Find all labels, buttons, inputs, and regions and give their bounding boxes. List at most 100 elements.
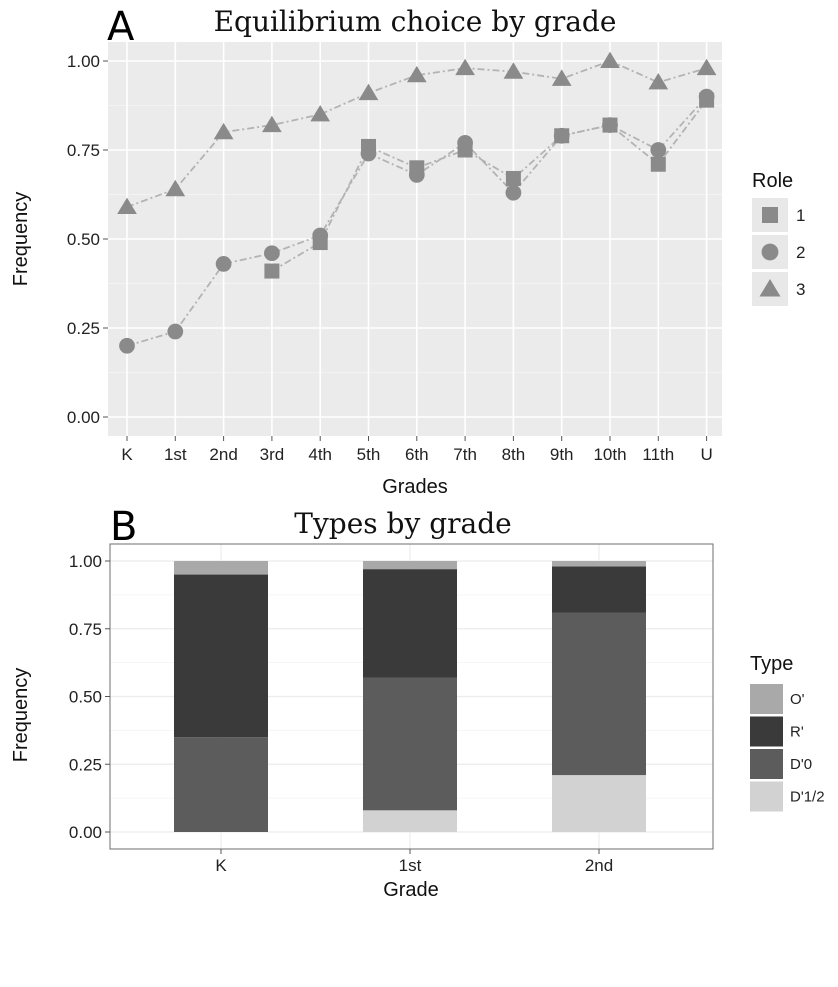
panel-a-series-3-point bbox=[310, 105, 331, 122]
panel-a-series-3-point bbox=[696, 58, 717, 76]
panel-a-series-1-point bbox=[650, 156, 666, 172]
panel-b-x-axis-title: Grade bbox=[383, 879, 439, 901]
panel-a-x-tick-label: 3rd bbox=[260, 445, 285, 464]
panel-a-title: Equilibrium choice by grade bbox=[214, 5, 617, 38]
panel-a-legend-label: 1 bbox=[796, 206, 805, 225]
panel-a-y-tick-label: 0.25 bbox=[67, 319, 100, 338]
panel-b-legend-swatch bbox=[750, 716, 783, 747]
panel-a-y-axis-title: Frequency bbox=[10, 192, 32, 287]
panel-a-series-3-point bbox=[213, 122, 234, 140]
panel-a-series-3-point bbox=[551, 69, 572, 86]
panel-b-y-tick-label: 0.00 bbox=[69, 823, 102, 842]
panel-b-legend-label: D'0 bbox=[790, 756, 812, 773]
panel-a-x-tick-label: 5th bbox=[357, 445, 381, 464]
panel-a-x-tick-label: 11th bbox=[642, 445, 674, 464]
panel-b-x-tick-label: 2nd bbox=[585, 856, 613, 875]
panel-a-series-3-point bbox=[117, 197, 137, 214]
panel-b-x-ticks: K 1st 2nd bbox=[215, 849, 613, 875]
panel-a-x-tick-label: 8th bbox=[502, 445, 526, 464]
panel-a-series-2-point bbox=[264, 245, 280, 262]
panel-a-legend-key-square bbox=[762, 207, 778, 223]
panel-b-y-tick-label: 0.25 bbox=[69, 755, 102, 774]
panel-b-bar-segment bbox=[363, 561, 457, 570]
panel-a-series-3-point bbox=[165, 179, 186, 197]
panel-a-legend-label: 2 bbox=[796, 243, 805, 262]
panel-a-series-2-point bbox=[215, 256, 232, 272]
panel-a-series-2-point bbox=[360, 145, 377, 162]
panel-b-x-tick-label: 1st bbox=[399, 856, 422, 875]
panel-a-x-tick-label: K bbox=[121, 445, 133, 464]
panel-b-x-tick-label: K bbox=[215, 856, 227, 875]
panel-a-series-2-point bbox=[553, 127, 570, 144]
panel-b-bar-segment bbox=[363, 569, 457, 678]
panel-b-bar-segment bbox=[552, 775, 646, 832]
panel-a-series-1-point bbox=[264, 263, 280, 279]
panel-b-bars bbox=[174, 561, 646, 832]
panel-a-x-tick-label: U bbox=[700, 445, 712, 464]
panel-b-bar-segment bbox=[363, 677, 457, 811]
panel-a-markers bbox=[117, 51, 717, 354]
panel-b-legend-label: O' bbox=[790, 691, 805, 708]
panel-b-legend-label: D'1/2 bbox=[790, 789, 825, 806]
panel-a-series-2-point bbox=[698, 88, 715, 105]
panel-a-y-tick-label: 0.75 bbox=[67, 141, 100, 160]
panel-b-bar-segment bbox=[552, 566, 646, 613]
panel-a-series-3-point bbox=[503, 62, 524, 79]
panel-b-y-axis-title: Frequency bbox=[10, 668, 32, 763]
panel-a-series-2-point bbox=[408, 167, 425, 183]
panel-a-y-ticks: 0.00 0.25 0.50 0.75 1.00 bbox=[67, 52, 108, 427]
panel-a-y-tick-label: 1.00 bbox=[67, 52, 100, 71]
panel-a-x-tick-label: 7th bbox=[453, 445, 477, 464]
panel-a-series-2-point bbox=[167, 323, 184, 340]
panel-b-y-tick-label: 0.50 bbox=[69, 688, 102, 707]
panel-a-series-2-point bbox=[119, 337, 135, 354]
panel-b-legend-swatch bbox=[750, 781, 783, 812]
panel-a-series-3-point bbox=[600, 51, 620, 69]
panel-a-x-axis-title: Grades bbox=[382, 476, 448, 498]
panel-b: B Types by grade 0.00 0.25 0.50 0.75 1.00 K 1… bbox=[10, 504, 825, 901]
panel-a-series-1-point bbox=[505, 170, 521, 186]
panel-a-y-tick-label: 0.00 bbox=[67, 408, 100, 427]
panel-b-bar-segment bbox=[174, 574, 268, 738]
panel-b-legend: Type O' R' D'0 D'1/2 bbox=[750, 653, 825, 812]
panel-b-bar-segment bbox=[174, 561, 268, 575]
panel-a-series-2-point bbox=[602, 117, 618, 133]
panel-b-legend-label: R' bbox=[790, 724, 804, 741]
panel-a-gridlines bbox=[108, 42, 722, 436]
panel-a-legend-key-triangle bbox=[759, 279, 781, 297]
panel-a-x-tick-label: 10th bbox=[593, 445, 626, 464]
panel-a-series-3-point bbox=[455, 58, 475, 76]
panel-a-series-3-point bbox=[262, 115, 282, 133]
panel-a-y-tick-label: 0.50 bbox=[67, 230, 100, 249]
panel-a-x-tick-label: 1st bbox=[164, 445, 187, 464]
panel-b-y-ticks: 0.00 0.25 0.50 0.75 1.00 bbox=[69, 552, 110, 842]
panel-a-x-tick-label: 6th bbox=[405, 445, 429, 464]
panel-a-x-tick-label: 9th bbox=[550, 445, 574, 464]
panel-b-legend-title: Type bbox=[750, 653, 793, 675]
panel-b-y-tick-label: 1.00 bbox=[69, 552, 102, 571]
panel-a-x-tick-label: 2nd bbox=[209, 445, 237, 464]
panel-a-series-2-point bbox=[457, 135, 473, 151]
panel-a-x-ticks: K 1st 2nd 3rd 4th 5th 6th 7th 8th 9th 10th 11th U bbox=[121, 436, 713, 464]
panel-a-series-3-point bbox=[648, 72, 669, 90]
panel-b-bar-segment bbox=[552, 612, 646, 776]
panel-b-bar-segment bbox=[552, 561, 646, 567]
panel-a-series-3-point bbox=[358, 83, 379, 101]
panel-a-legend-label: 3 bbox=[796, 280, 805, 299]
panel-a-x-tick-label: 4th bbox=[308, 445, 332, 464]
panel-a-legend: Role 1 2 3 bbox=[752, 170, 805, 306]
panel-b-bar-segment bbox=[174, 737, 268, 832]
panel-a-series-2-point bbox=[650, 142, 667, 158]
panel-b-y-tick-label: 0.75 bbox=[69, 620, 102, 639]
panel-b-legend-swatch bbox=[750, 684, 783, 714]
panel-b-bar-segment bbox=[363, 810, 457, 832]
panel-a-legend-key-circle bbox=[761, 243, 779, 261]
panel-b-title: Types by grade bbox=[294, 507, 511, 540]
panel-a-series-2-point bbox=[505, 184, 522, 201]
panel-a-series-3-point bbox=[406, 65, 427, 83]
panel-b-letter: B bbox=[110, 504, 137, 550]
panel-a-series-2-point bbox=[312, 227, 329, 244]
panel-b-legend-swatch bbox=[750, 749, 783, 779]
panel-a-legend-title: Role bbox=[752, 170, 793, 192]
